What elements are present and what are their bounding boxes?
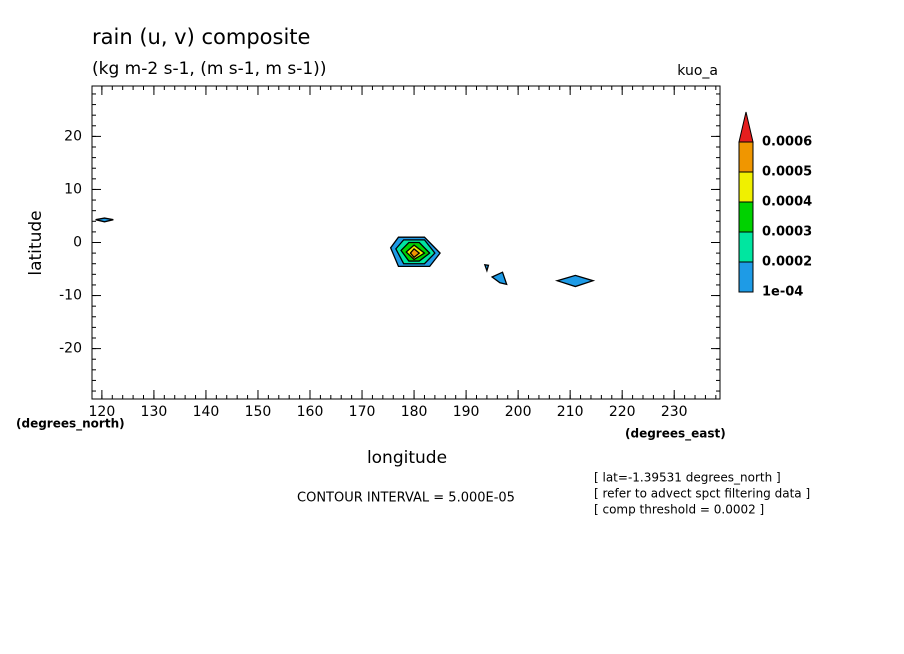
colorbar-box	[738, 171, 754, 203]
y-tick-label: 20	[64, 128, 82, 144]
x-tick-label: 220	[609, 404, 636, 420]
colorbar-label: 0.0006	[762, 135, 812, 150]
colorbar-label: 0.0005	[762, 165, 812, 180]
x-units: (degrees_east)	[625, 427, 726, 442]
y-axis-label: latitude	[26, 210, 46, 275]
colorbar-box	[738, 231, 754, 263]
note: [ refer to advect spct filtering data ]	[594, 487, 810, 501]
run-label: kuo_a	[677, 63, 718, 79]
x-tick-label: 130	[141, 404, 168, 420]
colorbar-label: 0.0004	[762, 195, 812, 210]
colorbar-label: 1e-04	[762, 285, 803, 300]
x-tick-label: 230	[661, 404, 688, 420]
y-tick-label: -20	[59, 341, 82, 357]
y-tick-label: 0	[73, 235, 82, 251]
colorbar-triangle	[738, 111, 754, 143]
x-tick-label: 200	[505, 404, 532, 420]
y-tick-label: -10	[59, 288, 82, 304]
contour	[490, 271, 508, 286]
y-tick-label: 10	[64, 181, 82, 197]
y-units: (degrees_north)	[16, 417, 125, 432]
colorbar-box	[738, 141, 754, 173]
colorbar-label: 0.0003	[762, 225, 812, 240]
x-tick-label: 190	[453, 404, 480, 420]
note: [ lat=-1.39531 degrees_north ]	[594, 471, 781, 485]
x-axis-label: longitude	[367, 448, 447, 468]
x-tick-label: 140	[193, 404, 220, 420]
x-tick-label: 160	[297, 404, 324, 420]
contour-interval: CONTOUR INTERVAL = 5.000E-05	[297, 491, 515, 506]
chart-subtitle: (kg m-2 s-1, (m s-1, m s-1))	[92, 59, 326, 79]
note: [ comp threshold = 0.0002 ]	[594, 503, 764, 517]
contour	[554, 274, 596, 288]
colorbar-box	[738, 261, 754, 293]
colorbar-box	[738, 201, 754, 233]
contour	[95, 217, 114, 223]
contour	[409, 247, 421, 259]
contour	[483, 263, 490, 273]
x-tick-label: 150	[245, 404, 272, 420]
x-tick-label: 180	[401, 404, 428, 420]
x-tick-label: 170	[349, 404, 376, 420]
colorbar-label: 0.0002	[762, 255, 812, 270]
x-tick-label: 210	[557, 404, 584, 420]
x-tick-label: 120	[89, 404, 116, 420]
chart-title: rain (u, v) composite	[92, 25, 310, 49]
